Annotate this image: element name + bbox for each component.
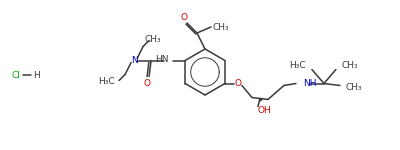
Text: CH₃: CH₃ (346, 83, 362, 92)
Text: O: O (234, 79, 242, 88)
Text: HN: HN (156, 55, 169, 64)
Text: O: O (180, 14, 188, 22)
Text: H₃C: H₃C (98, 77, 115, 86)
Text: H₃C: H₃C (289, 61, 306, 70)
Text: OH: OH (258, 106, 272, 115)
Text: CH₃: CH₃ (145, 35, 161, 44)
Text: O: O (144, 79, 150, 88)
Text: CH₃: CH₃ (213, 22, 229, 32)
Text: N: N (131, 56, 138, 65)
Text: NH: NH (303, 79, 316, 88)
Text: H: H (33, 70, 40, 80)
Text: CH₃: CH₃ (342, 61, 358, 70)
Text: Cl: Cl (12, 70, 21, 80)
